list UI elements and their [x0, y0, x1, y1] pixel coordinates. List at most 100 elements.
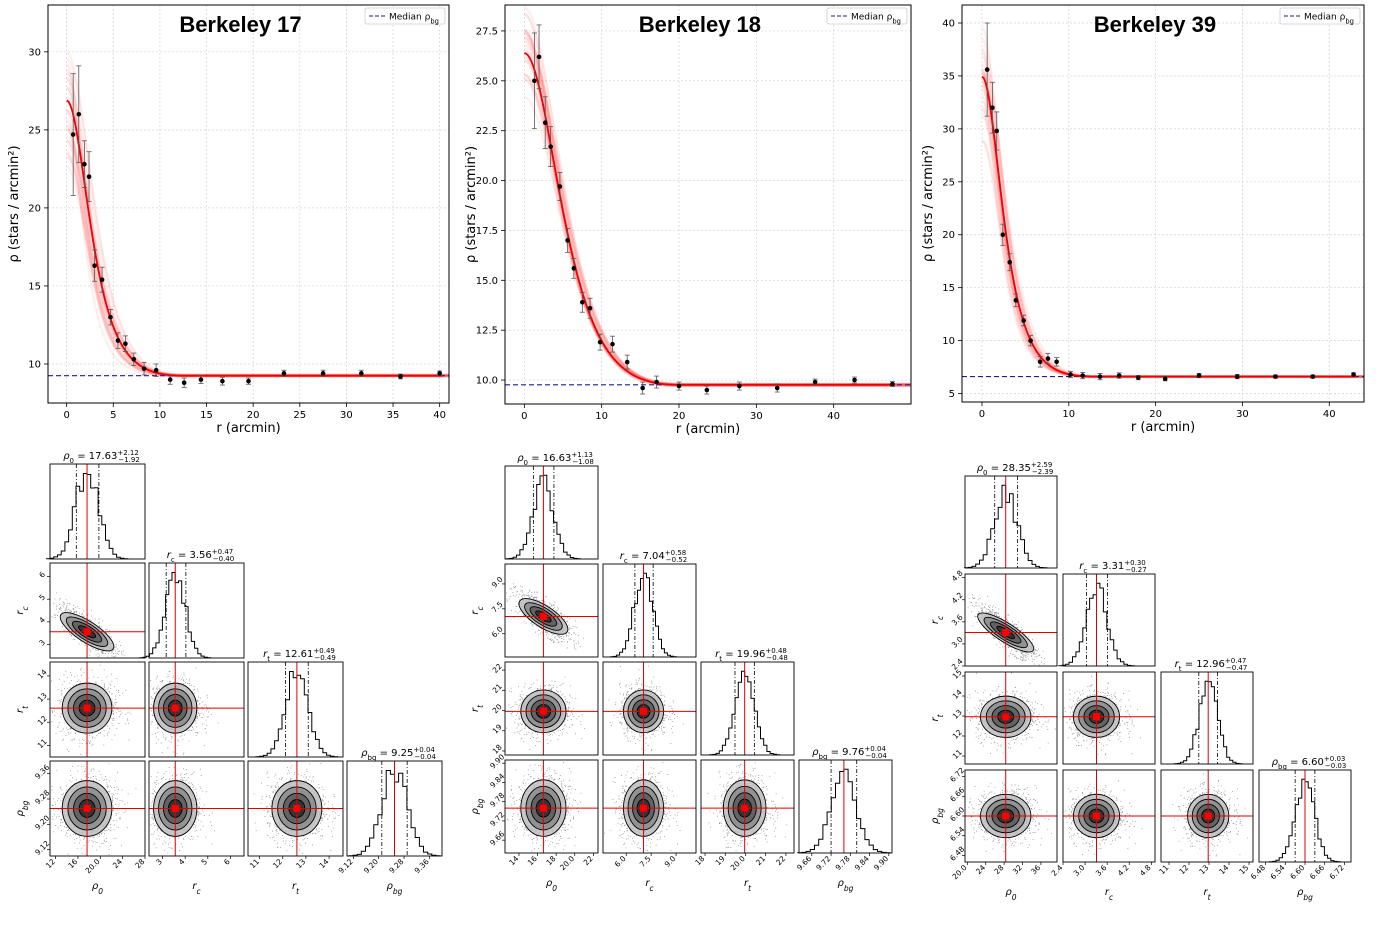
profile-panel: 0 10 20 30 40 10.0 12.5 15.0 17.5 20.0 22.5 25.0 27.… — [464, 4, 912, 437]
data-marker — [437, 371, 442, 376]
data-marker — [994, 128, 1000, 134]
data-marker — [536, 54, 542, 60]
x-tick-label: 40 — [433, 410, 446, 421]
corner-x-label: ρbg — [838, 878, 854, 893]
posterior-draw-curve — [981, 55, 1364, 378]
data-marker — [1273, 374, 1278, 379]
data-marker — [220, 378, 225, 384]
marginal-histogram: ρbg = 9.25+0.04 −0.04 9.12 9.20 9.28 9.36 ρbg — [337, 746, 443, 896]
data-point — [571, 257, 577, 279]
parameter-title: rc = 3.56+0.47 −0.40 — [167, 548, 234, 564]
data-point — [141, 362, 147, 376]
parameter-title: ρ0 = 16.63+1.13 −1.08 — [517, 451, 594, 467]
data-marker — [704, 387, 710, 393]
corner-x-label: ρbg — [387, 881, 403, 896]
data-marker — [359, 371, 364, 376]
x-tick-label: 10 — [1062, 409, 1075, 420]
median-marker — [1092, 713, 1100, 721]
y-tick-label: 7.5 — [490, 600, 505, 615]
x-tick-label: 0 — [979, 409, 985, 420]
data-point — [565, 228, 571, 253]
posterior-draw-curve — [523, 95, 911, 386]
posterior-draw-curve — [981, 77, 1364, 378]
data-marker — [1021, 318, 1026, 323]
data-marker — [1162, 376, 1168, 382]
x-tick-label: 9.12 — [337, 857, 355, 875]
joint-density-panel: 18 19 20.0 21 22 rt — [693, 759, 795, 893]
posterior-draw-curve — [981, 69, 1364, 378]
posterior-draw-curve — [523, 6, 911, 386]
data-marker — [890, 381, 895, 387]
posterior-draw-curve — [523, 73, 911, 386]
x-tick-label: 20 — [1149, 409, 1162, 420]
median-marker — [539, 707, 547, 715]
data-point — [320, 369, 326, 377]
data-marker — [654, 379, 659, 385]
data-marker — [548, 144, 553, 149]
data-marker — [676, 383, 682, 389]
data-marker — [1028, 338, 1033, 343]
posterior-draw-curve — [523, 53, 911, 386]
data-marker — [565, 238, 570, 243]
posterior-draw-curve — [981, 100, 1364, 378]
data-marker — [1116, 373, 1122, 378]
data-point — [597, 333, 603, 351]
corner-y-label: ρbg — [930, 808, 945, 824]
corner-y-label: rc — [930, 615, 945, 624]
posterior-draw-curve — [981, 50, 1364, 379]
data-point — [587, 297, 593, 319]
x-axis-label: r (arcmin) — [216, 421, 280, 436]
posterior-draw-curve — [523, 31, 911, 387]
data-point — [1135, 375, 1141, 381]
parameter-title: rt = 19.96+0.48 −0.48 — [715, 647, 788, 663]
posterior-draw-curve — [523, 78, 911, 386]
legend-label: Median ρbg — [851, 13, 901, 26]
posterior-draw-curve — [981, 89, 1364, 379]
panel-frame — [1160, 671, 1254, 765]
data-point — [1045, 352, 1051, 365]
y-tick-label: 21 — [491, 682, 504, 695]
y-tick-label: 15.0 — [476, 276, 498, 287]
median-marker — [640, 707, 648, 715]
panel-frame — [49, 463, 146, 560]
y-tick-label: 9.0 — [490, 575, 505, 590]
data-point — [219, 376, 225, 386]
data-point — [281, 369, 287, 377]
y-tick-label: 4 — [37, 615, 47, 625]
data-point — [1116, 372, 1122, 379]
panel-frame — [602, 759, 697, 854]
posterior-draw-curve — [523, 47, 911, 386]
joint-density-panel: 14 16 18 20.0 22 ρ0 9.669.729.78 9.849.90 ρbg — [470, 752, 599, 893]
data-marker — [1351, 372, 1356, 377]
corner-x-label: rt — [744, 878, 752, 893]
marginal-histogram: rt = 12.61+0.49 −0.49 — [247, 647, 344, 758]
data-marker — [82, 161, 87, 167]
y-tick-label: 6 — [37, 570, 47, 580]
x-tick-label: 6.48 — [1249, 863, 1267, 881]
data-marker — [1068, 372, 1073, 377]
data-point — [122, 335, 128, 352]
y-axis-label: ρ (stars / arcmin²) — [921, 145, 936, 262]
median-marker — [741, 804, 749, 812]
legend-box — [364, 7, 446, 25]
panel-frame — [1062, 769, 1156, 863]
joint-density-panel — [148, 661, 245, 758]
y-tick-label: 9.20 — [33, 813, 51, 831]
corner-x-label: ρ0 — [92, 881, 103, 896]
data-marker — [774, 385, 780, 391]
panel-frame — [602, 661, 697, 756]
x-tick-label: 4.8 — [1138, 863, 1153, 878]
y-tick-label: 12 — [36, 714, 49, 727]
y-tick-label: 6.66 — [948, 785, 966, 803]
parameter-title: ρbg = 6.60+0.03 −0.03 — [1272, 755, 1347, 771]
x-tick-label: 9.66 — [795, 854, 813, 872]
data-point — [1272, 374, 1278, 379]
x-tick-label: 0 — [63, 410, 69, 421]
y-tick-label: 3 — [37, 638, 47, 648]
x-tick-label: 12 — [271, 857, 284, 870]
data-point — [989, 81, 995, 134]
data-marker — [580, 299, 585, 305]
x-tick-label: 40 — [1323, 409, 1336, 420]
